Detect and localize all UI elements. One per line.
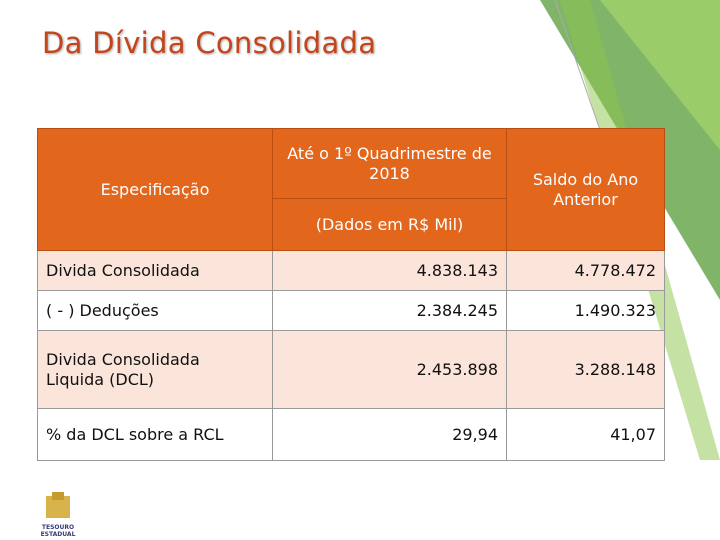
table-row: ( - ) Deduções 2.384.245 1.490.323 — [37, 290, 665, 331]
deco-line — [554, 0, 601, 131]
header-text: Saldo do Ano Anterior — [532, 169, 639, 209]
logo: TESOURO ESTADUAL — [34, 492, 82, 538]
table-cell: Divida Consolidada — [37, 250, 273, 291]
cell-text: % da DCL sobre a RCL — [46, 424, 224, 444]
cell-text: Divida Consolidada Liquida (DCL) — [46, 349, 200, 389]
table-cell: % da DCL sobre a RCL — [37, 408, 273, 461]
logo-text: TESOURO ESTADUAL — [40, 524, 76, 538]
table-cell: 4.838.143 — [272, 250, 507, 291]
cell-text: 29,94 — [452, 424, 498, 444]
table-cell: 2.453.898 — [272, 330, 507, 409]
cell-text: 2.453.898 — [416, 359, 498, 379]
table-cell: 3.288.148 — [506, 330, 665, 409]
table-row: % da DCL sobre a RCL 29,94 41,07 — [37, 408, 665, 461]
logo-shape — [46, 496, 70, 518]
table-row: Divida Consolidada Liquida (DCL) 2.453.89… — [37, 330, 665, 409]
table-row: Divida Consolidada 4.838.143 4.778.472 — [37, 250, 665, 291]
cell-text: 3.288.148 — [574, 359, 656, 379]
cell-text: 41,07 — [610, 424, 656, 444]
cell-text: 4.838.143 — [416, 260, 498, 280]
logo-shape — [52, 492, 64, 500]
table-cell: 2.384.245 — [272, 290, 507, 331]
cell-text: Divida Consolidada — [46, 260, 200, 280]
cell-text: 2.384.245 — [416, 300, 498, 320]
cell-text: 1.490.323 — [574, 300, 656, 320]
cell-text: 4.778.472 — [574, 260, 656, 280]
header-cell: Especificação — [37, 128, 273, 251]
header-text: Até o 1º Quadrimestre de 2018 — [287, 143, 492, 183]
header-cell: Saldo do Ano Anterior — [506, 128, 665, 251]
table: Especificação Até o 1º Quadrimestre de 2… — [37, 128, 665, 461]
table-cell: Divida Consolidada Liquida (DCL) — [37, 330, 273, 409]
table-cell: 1.490.323 — [506, 290, 665, 331]
logo-icon — [46, 492, 70, 518]
green-shape — [600, 0, 720, 150]
table-cell: 4.778.472 — [506, 250, 665, 291]
table-cell: ( - ) Deduções — [37, 290, 273, 331]
cell-text: ( - ) Deduções — [46, 300, 159, 320]
header-cell: Até o 1º Quadrimestre de 2018 — [272, 128, 507, 199]
table-cell: 41,07 — [506, 408, 665, 461]
header-cell: (Dados em R$ Mil) — [272, 198, 507, 251]
table-cell: 29,94 — [272, 408, 507, 461]
title: Da Dívida Consolidada — [42, 26, 377, 60]
